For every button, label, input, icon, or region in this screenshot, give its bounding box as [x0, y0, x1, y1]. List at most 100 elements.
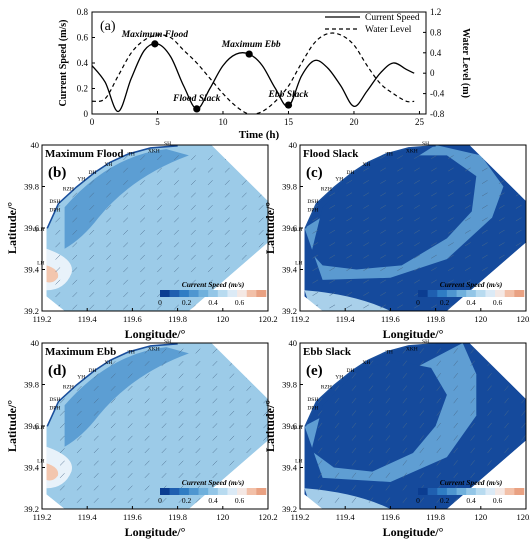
velocity-arrow [419, 460, 425, 466]
velocity-arrow [123, 304, 129, 310]
velocity-arrow [93, 398, 99, 404]
velocity-arrow [487, 435, 492, 441]
panel-a-event-markers: Maximum Flood Maximum Ebb Flood Slack Ebb S… [121, 30, 309, 113]
colorbar-swatch [504, 488, 515, 495]
velocity-arrow [123, 242, 129, 248]
velocity-arrow [317, 460, 323, 466]
velocity-arrow [161, 423, 167, 429]
velocity-arrow [351, 397, 357, 404]
velocity-arrow [470, 410, 475, 416]
velocity-arrow [224, 242, 230, 248]
colorbar-swatch [246, 488, 257, 495]
map-panel-label: (c) [306, 165, 323, 181]
water-level-line [92, 32, 415, 114]
velocity-arrow [212, 410, 218, 416]
velocity-arrow [464, 242, 471, 247]
colorbar-tick-label: 0 [158, 496, 162, 505]
velocity-arrow [397, 180, 403, 184]
velocity-arrow [402, 348, 408, 354]
map-x-tick-label: 119.8 [426, 512, 445, 522]
velocity-arrow [334, 385, 340, 391]
velocity-arrow [481, 204, 488, 209]
velocity-arrow [72, 217, 78, 223]
map-panel-label: (b) [48, 165, 66, 181]
velocity-arrow [515, 204, 522, 209]
velocity-arrow [258, 217, 264, 223]
map-x-tick-label: 120 [216, 314, 229, 324]
velocity-arrow [470, 435, 475, 441]
speed-band-low [311, 359, 447, 472]
velocity-arrow [329, 292, 336, 296]
colorbar-swatch [495, 290, 506, 297]
velocity-arrow [470, 348, 475, 354]
velocity-arrow [431, 242, 437, 247]
velocity-arrow [224, 192, 230, 198]
velocity-arrow [140, 254, 146, 260]
velocity-arrow [89, 242, 95, 248]
velocity-arrow [144, 423, 150, 429]
velocity-arrow [76, 410, 82, 416]
velocity-arrow [89, 229, 95, 235]
velocity-arrow [178, 497, 184, 503]
velocity-arrow [329, 217, 336, 222]
velocity-arrow [190, 217, 196, 223]
colorbar-tick-label: 0.4 [466, 298, 476, 307]
colorbar-swatch [208, 488, 219, 495]
colorbar-swatch [475, 290, 486, 297]
velocity-arrow [190, 167, 196, 173]
velocity-arrow [363, 192, 370, 197]
velocity-arrow [447, 204, 454, 209]
map-y-tick-label: 39.8 [24, 380, 39, 390]
speed-band-peak [46, 265, 59, 283]
map-panel-label: (e) [306, 363, 323, 379]
map-x-tick-label: 120 [474, 512, 487, 522]
velocity-arrow [55, 292, 61, 298]
velocity-arrow [195, 473, 201, 479]
velocity-arrow [334, 497, 340, 503]
velocity-arrow [178, 348, 184, 354]
velocity-arrow [89, 279, 95, 285]
velocity-arrow [190, 242, 196, 248]
place-label: LH [37, 458, 44, 464]
velocity-arrow [447, 192, 454, 197]
velocity-arrow [258, 229, 264, 235]
velocity-arrow [173, 304, 179, 310]
map-x-tick-label: 119.2 [33, 314, 52, 324]
velocity-arrow [161, 497, 167, 503]
colorbar-swatch [169, 290, 180, 297]
velocity-arrow [317, 497, 323, 503]
map-x-tick-label: 119.8 [168, 314, 187, 324]
velocity-arrow [55, 217, 61, 223]
velocity-arrow [317, 397, 323, 404]
velocity-arrow [447, 304, 454, 309]
velocity-arrow [59, 473, 65, 479]
velocity-arrow [431, 254, 437, 259]
velocity-arrow [110, 448, 116, 454]
land-mask [300, 343, 436, 509]
velocity-arrow [178, 360, 184, 366]
colorbar-swatch [504, 290, 515, 297]
colorbar-swatch [160, 290, 170, 297]
velocity-arrow [140, 180, 146, 186]
velocity-arrow [317, 410, 323, 416]
map-y-tick-label: 40 [31, 338, 40, 348]
place-label: XH [104, 360, 112, 366]
velocity-arrow [368, 485, 374, 491]
velocity-arrow [263, 410, 268, 416]
colorbar-tick-label: 0 [416, 298, 420, 307]
velocity-arrow [402, 397, 408, 404]
velocity-arrow [224, 267, 230, 273]
velocity-arrow [312, 242, 319, 247]
map-y-tick-label: 39.6 [282, 223, 297, 233]
velocity-arrow [212, 385, 218, 391]
velocity-arrow [334, 472, 340, 479]
velocity-arrow [161, 385, 167, 391]
velocity-arrow [229, 410, 235, 416]
velocity-arrow [161, 348, 167, 354]
velocity-arrow [368, 422, 374, 429]
map-x-tick-label: 119.4 [78, 314, 98, 324]
velocity-arrow [178, 448, 184, 454]
velocity-arrow [368, 435, 374, 441]
velocity-arrow [212, 373, 218, 379]
